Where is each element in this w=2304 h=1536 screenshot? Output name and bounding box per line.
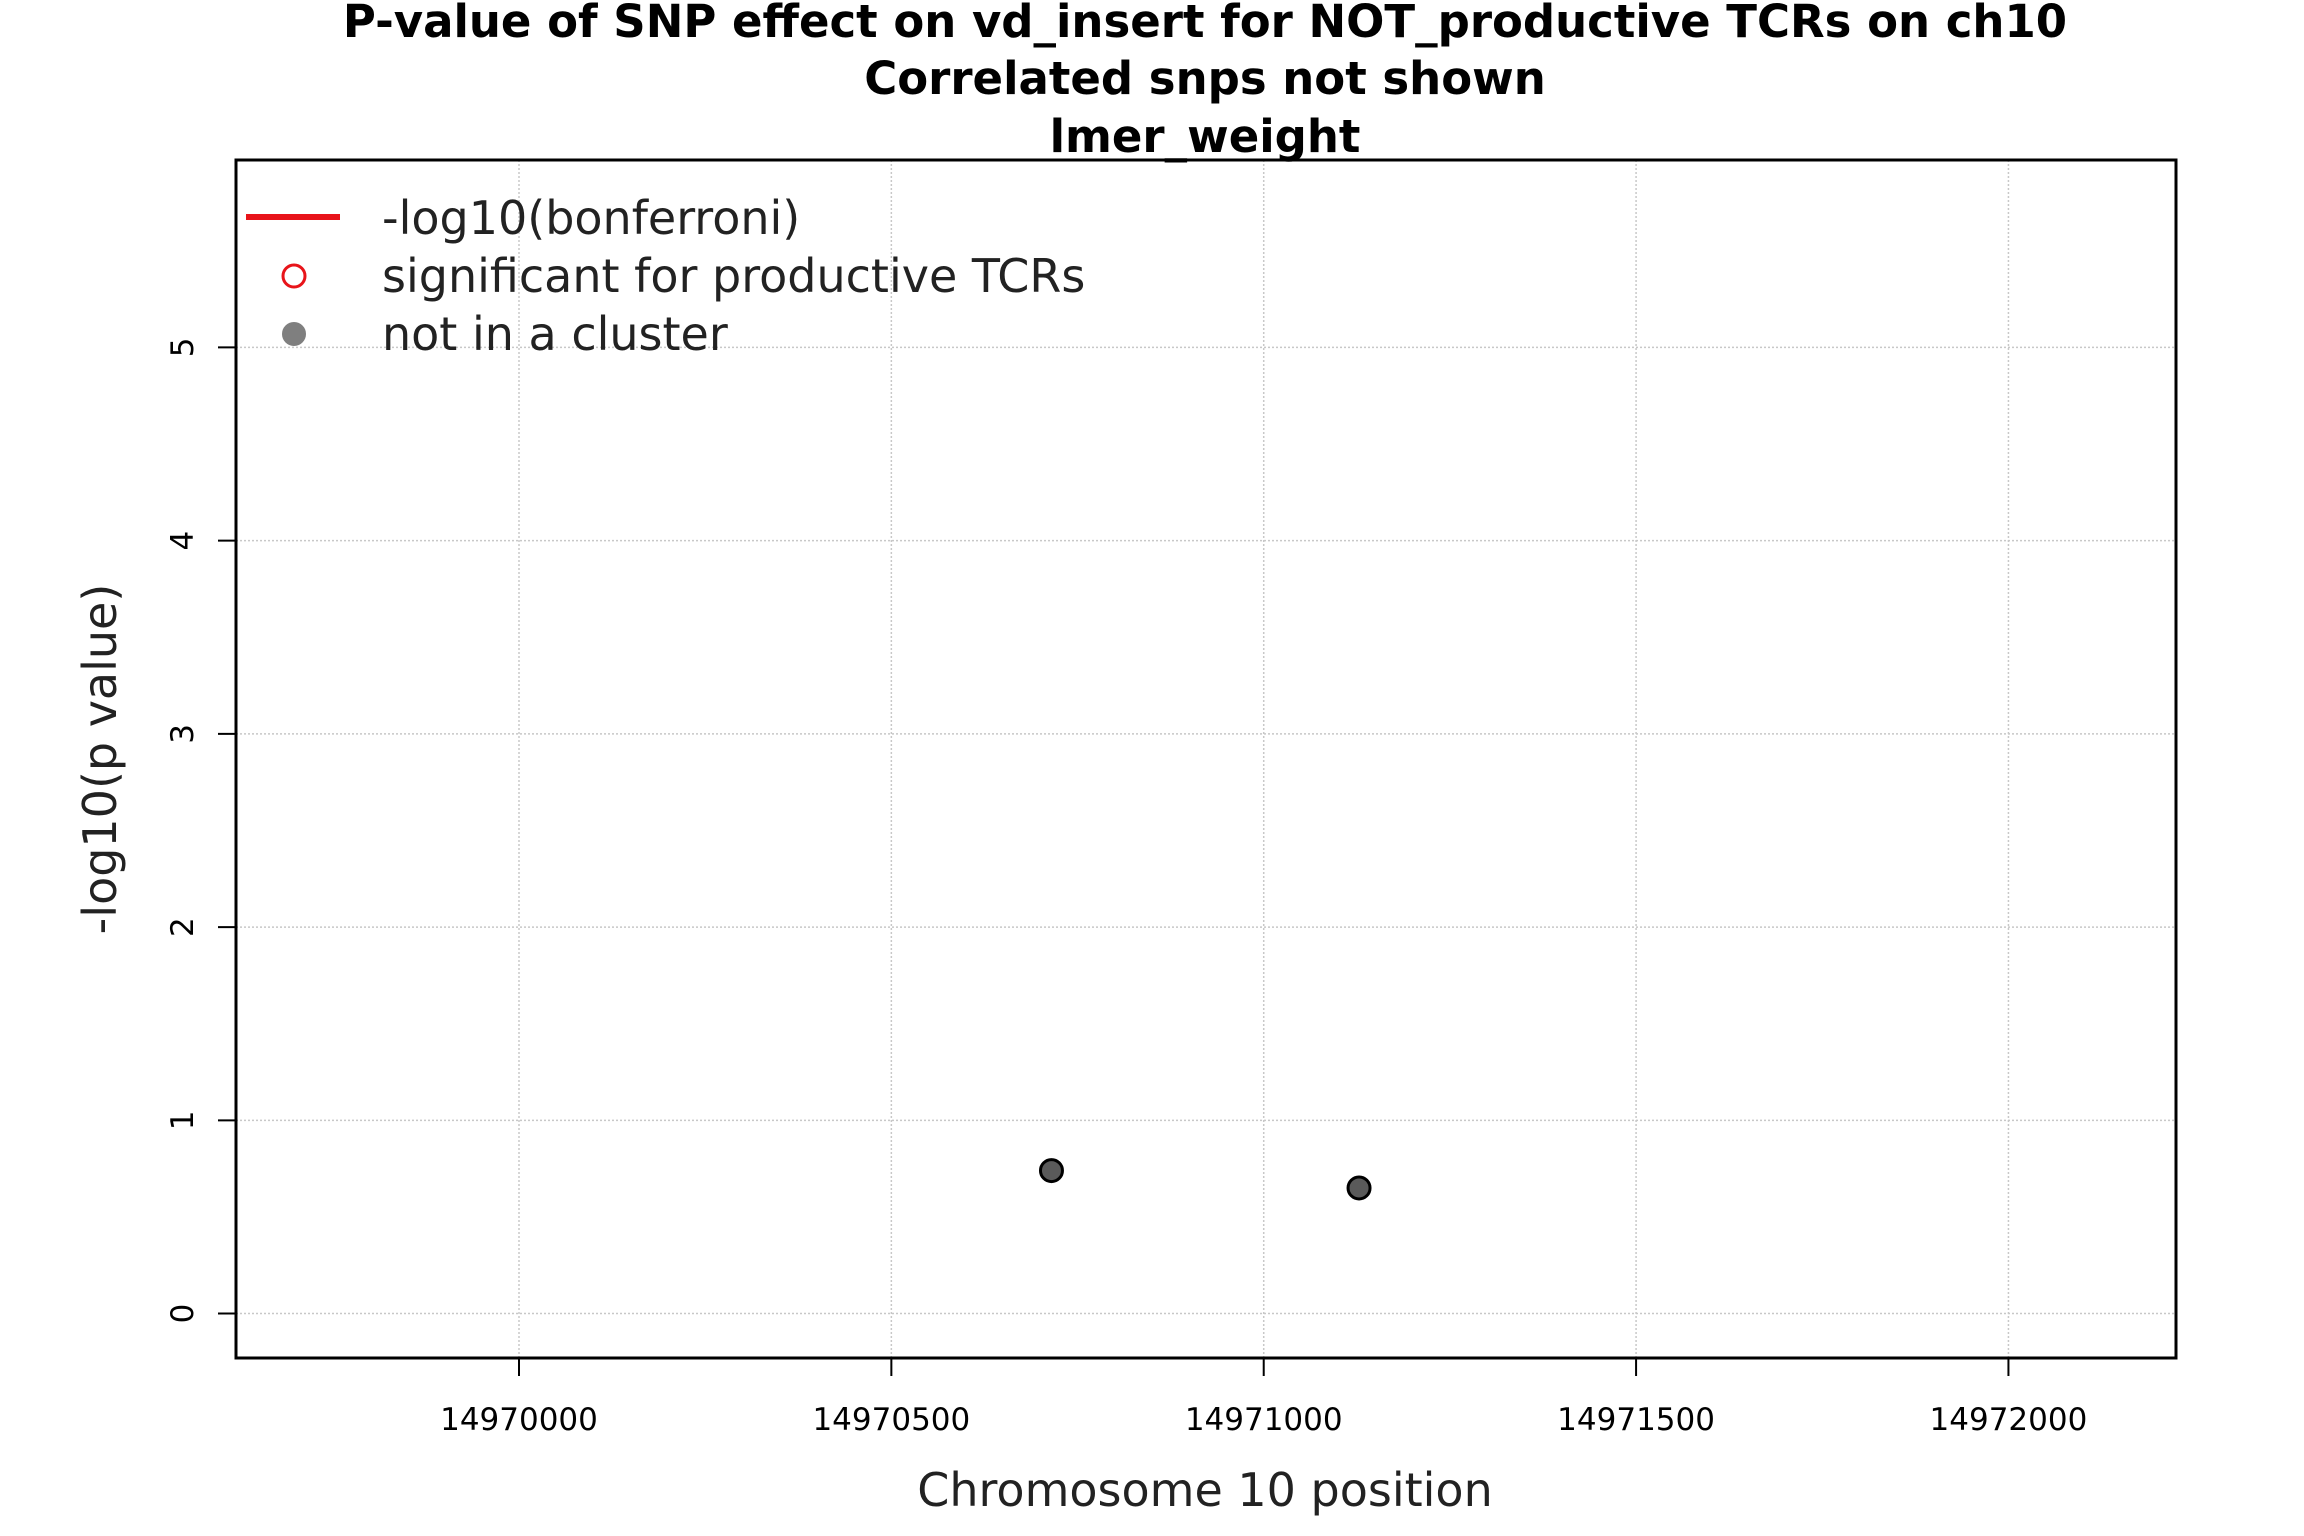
legend-open-circle-icon [281, 263, 307, 289]
data-point-0-1 [1346, 1175, 1372, 1201]
data-point-0-0 [1038, 1158, 1064, 1184]
legend: -log10(bonferroni) significant for produ… [246, 191, 1085, 361]
legend-label-significant: significant for productive TCRs [382, 249, 1085, 303]
legend-label-bonferroni: -log10(bonferroni) [382, 191, 800, 245]
chart-title: P-value of SNP effect on vd_insert for N… [343, 0, 2067, 163]
y-tick-label-3: 3 [165, 724, 201, 744]
x-tick-label-0: 14970000 [440, 1402, 598, 1438]
legend-filled-circle-icon [282, 322, 306, 346]
grid-lines [236, 160, 2176, 1358]
x-tick-label-3: 14971500 [1557, 1402, 1715, 1438]
legend-label-not-in-cluster: not in a cluster [382, 307, 728, 361]
y-tick-label-2: 2 [165, 917, 201, 937]
x-tick-label-1: 14970500 [812, 1402, 970, 1438]
chart-title-line-3: lmer_weight [1050, 110, 1361, 163]
data-points [1038, 1158, 1372, 1201]
y-tick-label-1: 1 [165, 1110, 201, 1130]
x-axis-label: Chromosome 10 position [917, 1463, 1492, 1517]
x-axis: 14970000 14970500 14971000 14971500 14972000 [440, 1358, 2087, 1438]
plot-frame [234, 158, 2178, 1360]
y-tick-label-5: 5 [165, 338, 201, 358]
x-tick-label-4: 14972000 [1930, 1402, 2088, 1438]
chart-title-line-1: P-value of SNP effect on vd_insert for N… [343, 0, 2067, 48]
chart-title-line-2: Correlated snps not shown [864, 52, 1546, 105]
y-tick-label-4: 4 [165, 531, 201, 551]
x-tick-label-2: 14971000 [1185, 1402, 1343, 1438]
y-axis-label: -log10(p value) [73, 584, 127, 935]
y-axis: 0 1 2 3 4 5 [165, 338, 236, 1324]
y-tick-label-0: 0 [165, 1304, 201, 1324]
